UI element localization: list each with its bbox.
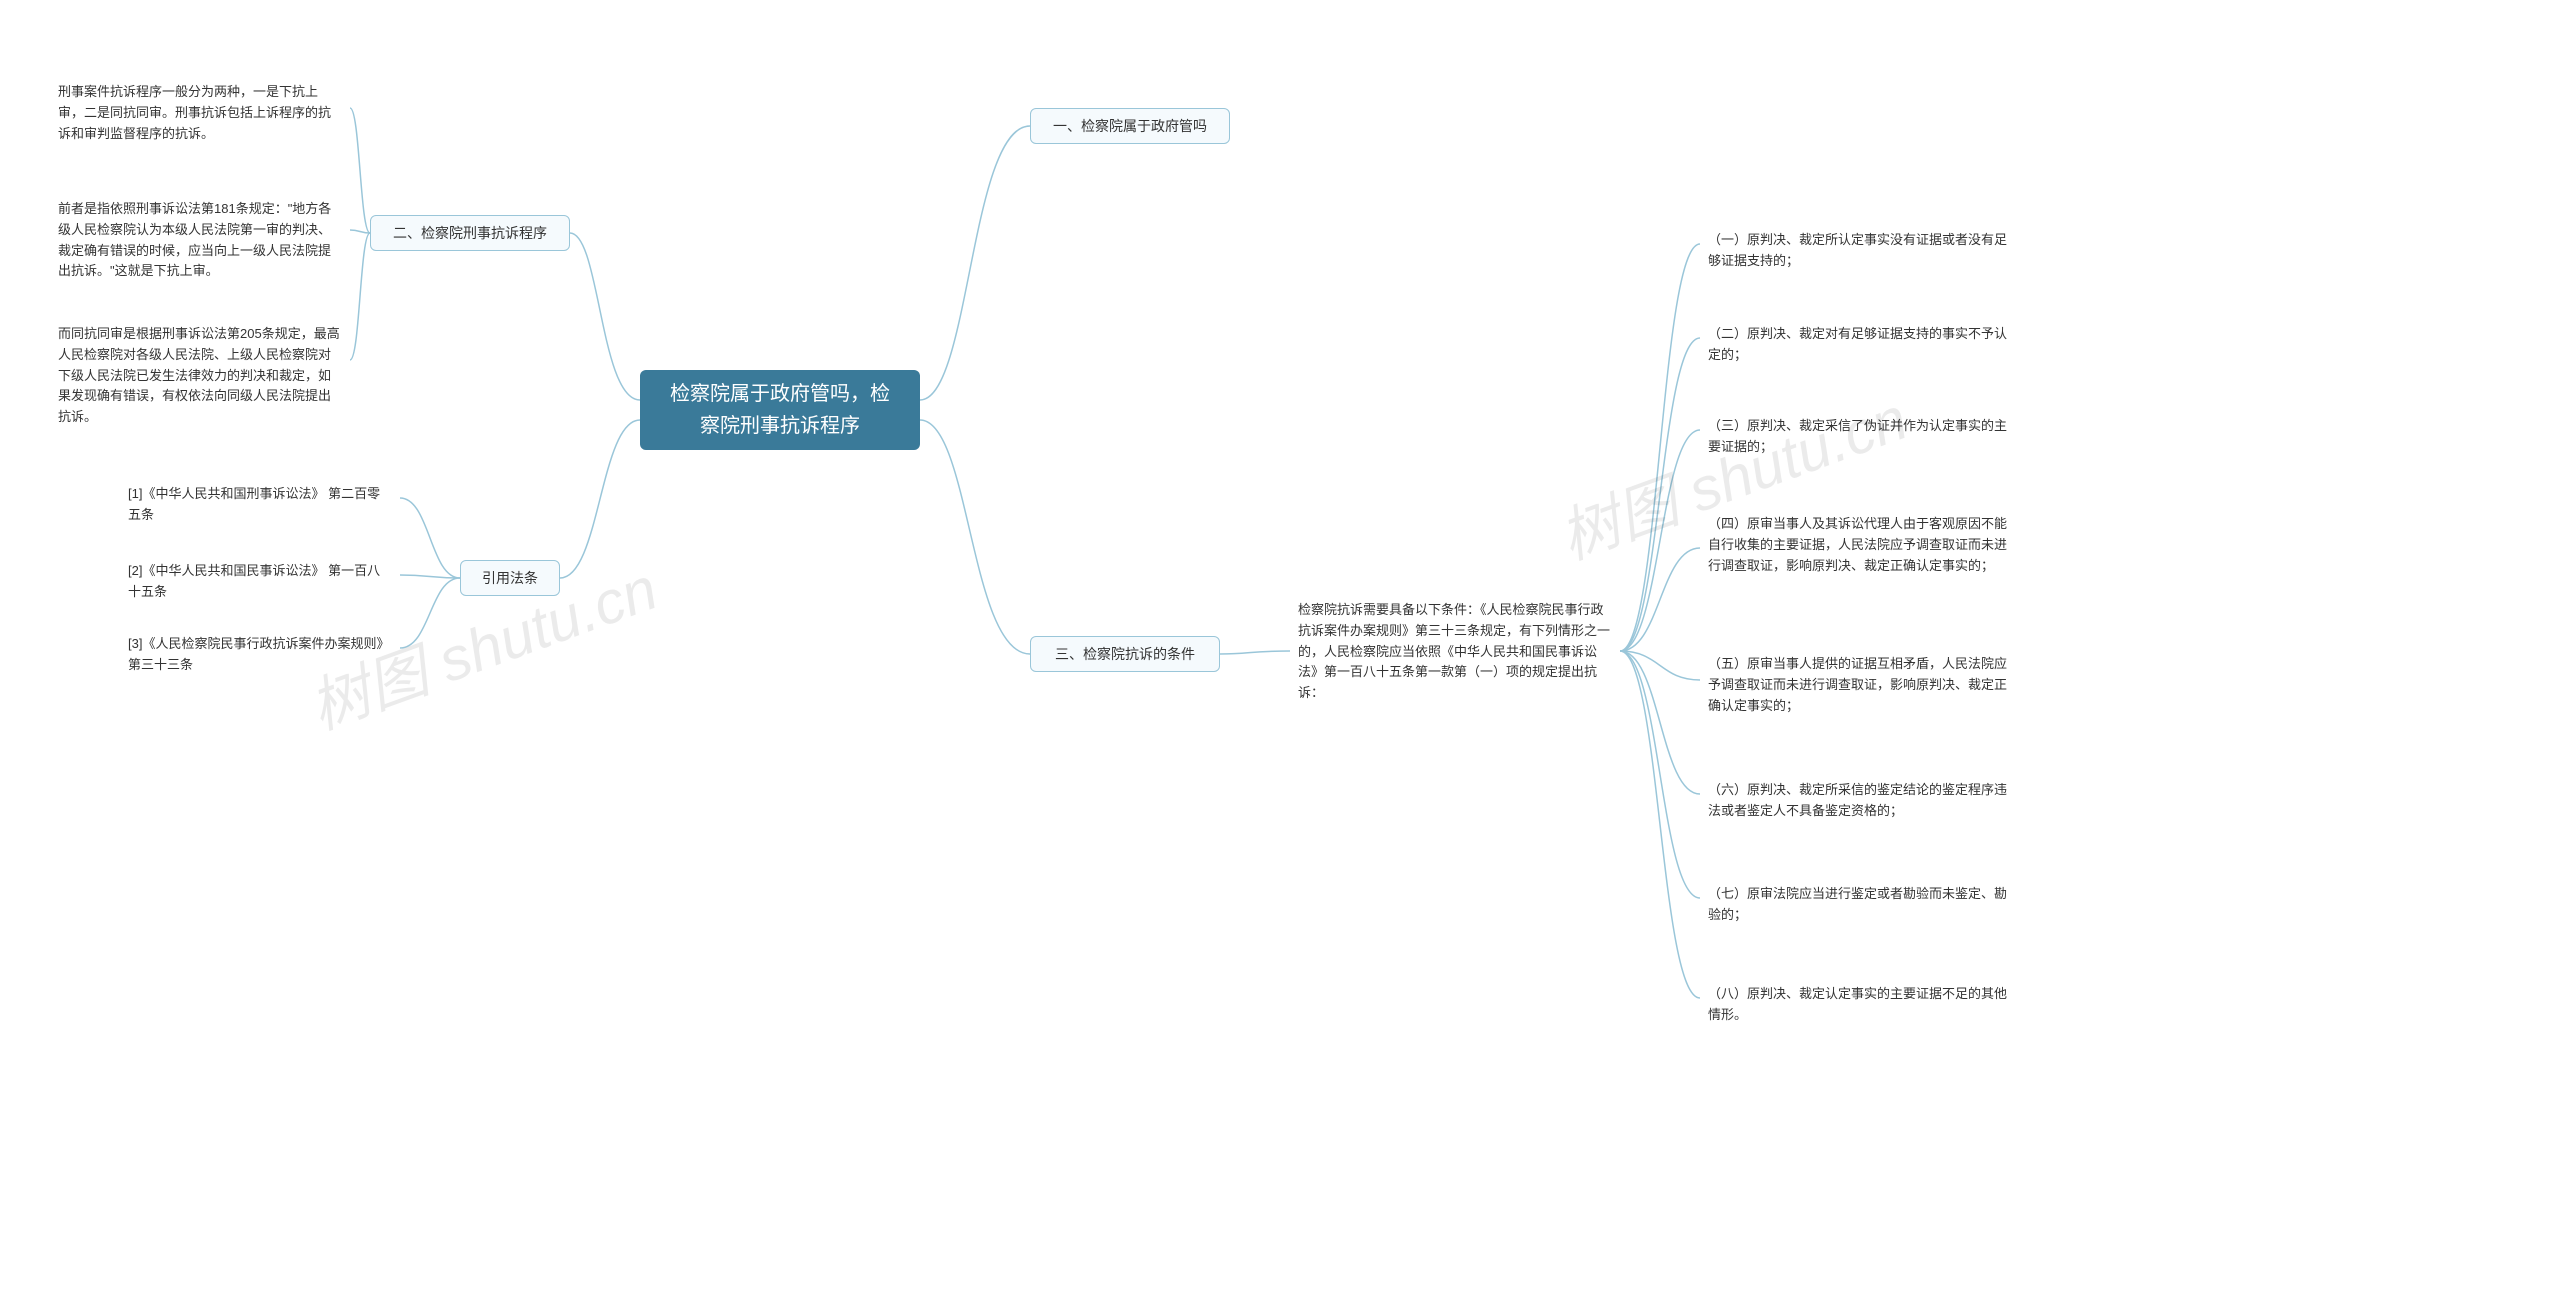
branch-2-text: 二、检察院刑事抗诉程序 xyxy=(393,222,547,244)
leaf-4c[interactable]: [3]《人民检察院民事行政抗诉案件办案规则》 第三十三条 xyxy=(120,630,400,680)
leaf-4a-text: [1]《中华人民共和国刑事诉讼法》 第二百零五条 xyxy=(128,484,392,526)
leaf-2b-text: 前者是指依照刑事诉讼法第181条规定："地方各级人民检察院认为本级人民法院第一审… xyxy=(58,199,342,282)
leaf-3g[interactable]: （七）原审法院应当进行鉴定或者勘验而未鉴定、勘验的； xyxy=(1700,880,2020,930)
leaf-3g-text: （七）原审法院应当进行鉴定或者勘验而未鉴定、勘验的； xyxy=(1708,884,2012,926)
branch-1[interactable]: 一、检察院属于政府管吗 xyxy=(1030,108,1230,144)
leaf-4b-text: [2]《中华人民共和国民事诉讼法》 第一百八十五条 xyxy=(128,561,392,603)
leaf-3b[interactable]: （二）原判决、裁定对有足够证据支持的事实不予认定的； xyxy=(1700,320,2020,370)
root-node[interactable]: 检察院属于政府管吗，检 察院刑事抗诉程序 xyxy=(640,370,920,450)
leaf-2c-text: 而同抗同审是根据刑事诉讼法第205条规定，最高人民检察院对各级人民法院、上级人民… xyxy=(58,324,342,428)
leaf-3h-text: （八）原判决、裁定认定事实的主要证据不足的其他情形。 xyxy=(1708,984,2012,1026)
leaf-3a-text: （一）原判决、裁定所认定事实没有证据或者没有足够证据支持的； xyxy=(1708,230,2012,272)
leaf-3e[interactable]: （五）原审当事人提供的证据互相矛盾，人民法院应予调查取证而未进行调查取证，影响原… xyxy=(1700,650,2020,720)
branch-3[interactable]: 三、检察院抗诉的条件 xyxy=(1030,636,1220,672)
leaf-2a-text: 刑事案件抗诉程序一般分为两种，一是下抗上审，二是同抗同审。刑事抗诉包括上诉程序的… xyxy=(58,82,342,144)
leaf-3d-text: （四）原审当事人及其诉讼代理人由于客观原因不能自行收集的主要证据，人民法院应予调… xyxy=(1708,514,2012,576)
leaf-3a[interactable]: （一）原判决、裁定所认定事实没有证据或者没有足够证据支持的； xyxy=(1700,226,2020,276)
leaf-3f[interactable]: （六）原判决、裁定所采信的鉴定结论的鉴定程序违法或者鉴定人不具备鉴定资格的； xyxy=(1700,776,2020,826)
leaf-3f-text: （六）原判决、裁定所采信的鉴定结论的鉴定程序违法或者鉴定人不具备鉴定资格的； xyxy=(1708,780,2012,822)
branch-3-text: 三、检察院抗诉的条件 xyxy=(1055,643,1195,665)
conditions-intro-text: 检察院抗诉需要具备以下条件：《人民检察院民事行政抗诉案件办案规则》第三十三条规定… xyxy=(1298,600,1612,704)
conditions-intro[interactable]: 检察院抗诉需要具备以下条件：《人民检察院民事行政抗诉案件办案规则》第三十三条规定… xyxy=(1290,596,1620,708)
branch-4-text: 引用法条 xyxy=(482,567,538,589)
branch-4[interactable]: 引用法条 xyxy=(460,560,560,596)
leaf-3e-text: （五）原审当事人提供的证据互相矛盾，人民法院应予调查取证而未进行调查取证，影响原… xyxy=(1708,654,2012,716)
leaf-3d[interactable]: （四）原审当事人及其诉讼代理人由于客观原因不能自行收集的主要证据，人民法院应予调… xyxy=(1700,510,2020,580)
leaf-2b[interactable]: 前者是指依照刑事诉讼法第181条规定："地方各级人民检察院认为本级人民法院第一审… xyxy=(50,195,350,286)
leaf-2c[interactable]: 而同抗同审是根据刑事诉讼法第205条规定，最高人民检察院对各级人民法院、上级人民… xyxy=(50,320,350,432)
leaf-3c-text: （三）原判决、裁定采信了伪证并作为认定事实的主要证据的； xyxy=(1708,416,2012,458)
leaf-3c[interactable]: （三）原判决、裁定采信了伪证并作为认定事实的主要证据的； xyxy=(1700,412,2020,462)
leaf-4b[interactable]: [2]《中华人民共和国民事诉讼法》 第一百八十五条 xyxy=(120,557,400,607)
branch-1-text: 一、检察院属于政府管吗 xyxy=(1053,115,1207,137)
root-text: 检察院属于政府管吗，检 察院刑事抗诉程序 xyxy=(670,378,890,442)
leaf-3b-text: （二）原判决、裁定对有足够证据支持的事实不予认定的； xyxy=(1708,324,2012,366)
leaf-2a[interactable]: 刑事案件抗诉程序一般分为两种，一是下抗上审，二是同抗同审。刑事抗诉包括上诉程序的… xyxy=(50,78,350,148)
branch-2[interactable]: 二、检察院刑事抗诉程序 xyxy=(370,215,570,251)
leaf-4a[interactable]: [1]《中华人民共和国刑事诉讼法》 第二百零五条 xyxy=(120,480,400,530)
leaf-3h[interactable]: （八）原判决、裁定认定事实的主要证据不足的其他情形。 xyxy=(1700,980,2020,1030)
leaf-4c-text: [3]《人民检察院民事行政抗诉案件办案规则》 第三十三条 xyxy=(128,634,392,676)
